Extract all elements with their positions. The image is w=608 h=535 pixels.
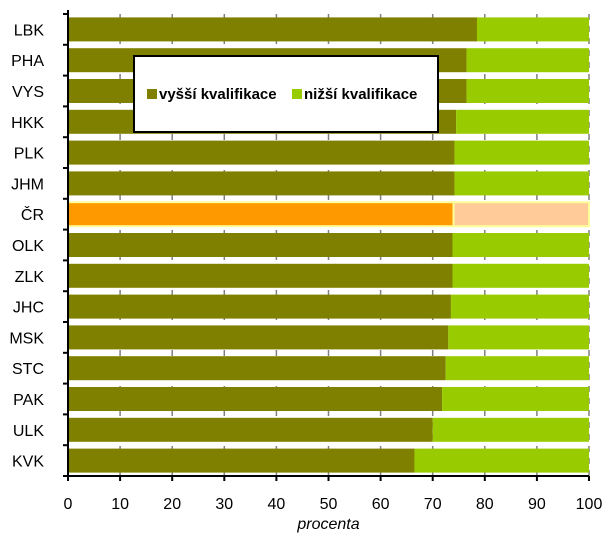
bar-jhc-higher [68, 294, 451, 319]
bar-pak-lower [442, 387, 589, 411]
bar-lbk-lower [476, 17, 589, 42]
legend-swatch-higher [147, 89, 157, 99]
bar-hkk-lower [456, 109, 589, 134]
bar-čr-lower [452, 201, 591, 228]
x-tick-label: 70 [424, 496, 442, 513]
bar-pak-higher [68, 387, 443, 411]
bar-kvk-lower [414, 448, 589, 473]
bar-stc-higher [68, 356, 446, 381]
bar-ulk-lower [432, 417, 589, 442]
category-label: PLK [14, 146, 45, 163]
bar-jhm-higher [68, 171, 455, 196]
bar-olk-lower [452, 233, 589, 257]
bar-čr-higher [67, 201, 455, 228]
bar-msk-higher [68, 325, 449, 350]
bar-zlk-lower [452, 263, 589, 288]
category-label: ULK [13, 423, 44, 440]
bar-msk-lower [448, 325, 589, 350]
category-label: JHM [11, 176, 44, 193]
bar-plk-higher [68, 140, 455, 165]
category-label: KVK [12, 454, 44, 471]
bar-kvk-higher [68, 448, 415, 473]
category-label: VYS [12, 84, 44, 101]
category-label: OLK [12, 238, 44, 255]
bar-jhc-lower [450, 294, 589, 319]
x-tick-label: 100 [576, 496, 603, 513]
category-label: HKK [11, 115, 44, 132]
legend-swatch-lower [292, 89, 302, 99]
bar-stc-lower [445, 356, 589, 381]
x-tick-label: 50 [320, 496, 338, 513]
bar-pha-lower [466, 48, 589, 73]
x-tick-label: 60 [372, 496, 390, 513]
category-label: MSK [9, 330, 44, 347]
bar-lbk-higher [68, 17, 477, 42]
x-tick-label: 20 [163, 496, 181, 513]
axes-group [63, 10, 590, 481]
legend-box [133, 55, 439, 133]
category-label: ZLK [15, 269, 45, 286]
legend: vyšší kvalifikace nižší kvalifikace [133, 55, 439, 133]
x-tick-label: 0 [64, 496, 73, 513]
x-tick-label: 90 [528, 496, 546, 513]
x-tick-label: 30 [215, 496, 233, 513]
x-tick-label: 10 [111, 496, 129, 513]
legend-label-higher: vyšší kvalifikace [159, 86, 277, 103]
x-axis-title: procenta [296, 516, 359, 533]
bar-ulk-higher [68, 417, 433, 442]
bar-plk-lower [454, 140, 589, 165]
bars-group [67, 17, 591, 473]
category-label: PAK [13, 392, 44, 409]
category-label: ČR [21, 205, 44, 224]
x-tick-label: 40 [268, 496, 286, 513]
category-label: STC [12, 361, 44, 378]
category-labels: LBK PHA VYS HKK PLK JHM ČR OLK ZLK JHC MSK STC PAK UL… [9, 22, 44, 470]
x-tick-label: 80 [476, 496, 494, 513]
x-tick-labels: 0 10 20 30 40 50 60 70 80 90 100 [64, 496, 603, 513]
category-label: PHA [11, 53, 44, 70]
category-label: JHC [13, 300, 44, 317]
bar-jhm-lower [454, 171, 589, 196]
legend-label-lower: nižší kvalifikace [304, 86, 417, 103]
bar-vys-lower [466, 79, 589, 103]
bar-zlk-higher [68, 263, 453, 288]
category-label: LBK [14, 22, 45, 39]
bar-olk-higher [68, 233, 453, 257]
